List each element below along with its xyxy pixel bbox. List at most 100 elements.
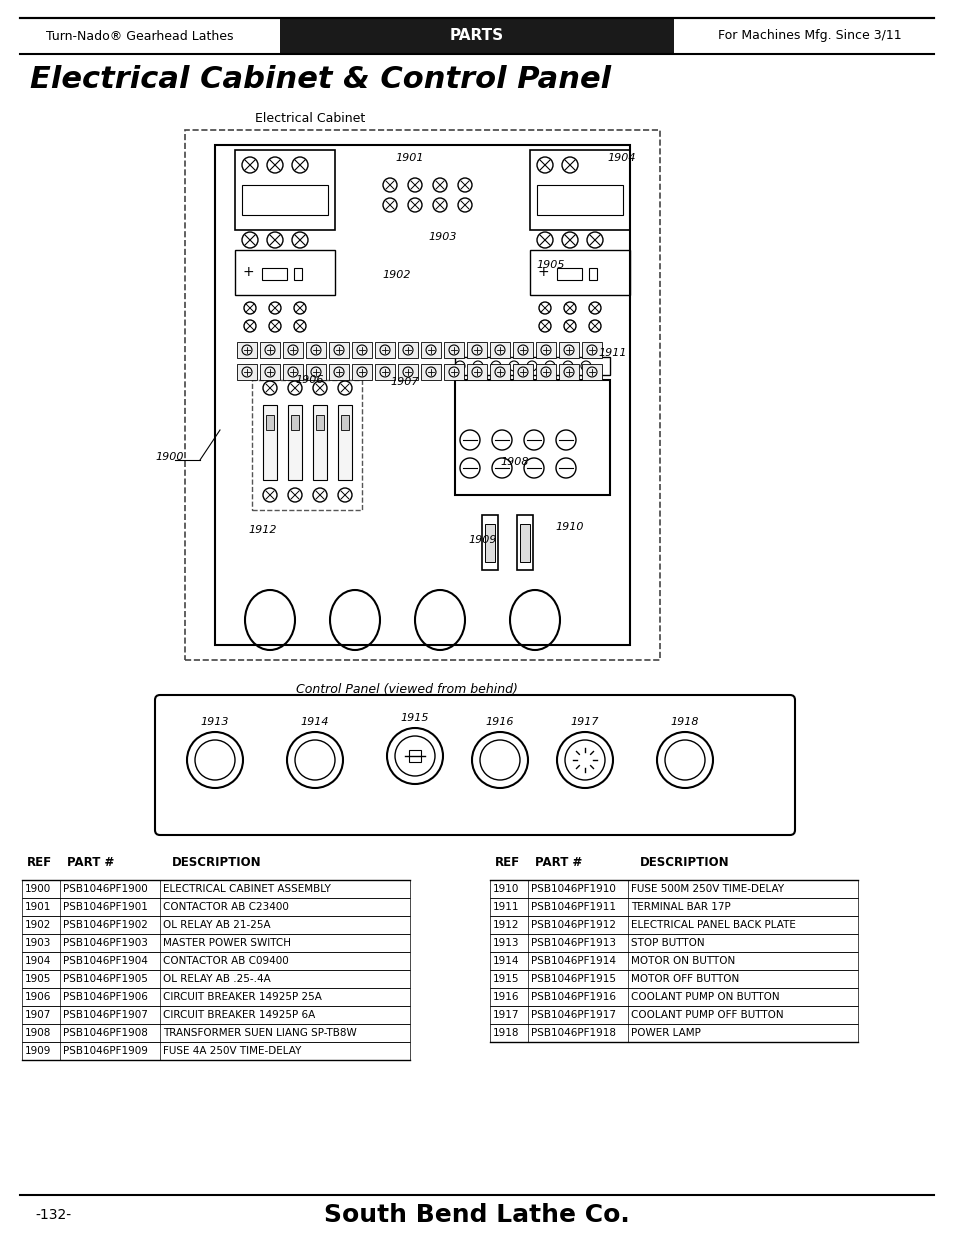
Bar [581,342,601,358]
Text: 1905: 1905 [25,974,51,984]
Bar [558,364,578,380]
Text: DESCRIPTION: DESCRIPTION [172,856,261,869]
Bar [22,1007,410,1024]
Text: CIRCUIT BREAKER 14925P 6A: CIRCUIT BREAKER 14925P 6A [163,1010,314,1020]
Bar [260,364,280,380]
Bar [22,952,410,969]
Text: TRANSFORMER SUEN LIANG SP-TB8W: TRANSFORMER SUEN LIANG SP-TB8W [163,1028,356,1037]
Text: REF: REF [27,856,52,869]
Text: PSB1046PF1902: PSB1046PF1902 [63,920,148,930]
Text: OL RELAY AB .25-.4A: OL RELAY AB .25-.4A [163,974,271,984]
Bar [490,934,857,952]
Bar [513,364,533,380]
Bar [329,342,349,358]
Text: 1916: 1916 [485,718,514,727]
Text: PSB1046PF1904: PSB1046PF1904 [63,956,148,966]
Bar [375,364,395,380]
Bar [266,415,274,430]
Bar [234,149,335,230]
Text: 1912: 1912 [493,920,519,930]
Bar [490,1024,857,1042]
Text: PARTS: PARTS [450,28,503,43]
Text: 1904: 1904 [25,956,51,966]
Text: PSB1046PF1911: PSB1046PF1911 [531,902,616,911]
Text: 1901: 1901 [25,902,51,911]
Text: PSB1046PF1907: PSB1046PF1907 [63,1010,148,1020]
Text: MOTOR ON BUTTON: MOTOR ON BUTTON [630,956,735,966]
Text: 1907: 1907 [25,1010,51,1020]
Bar [262,268,287,280]
Bar [490,916,857,934]
Bar [352,342,372,358]
Bar [409,750,420,762]
Text: PSB1046PF1910: PSB1046PF1910 [531,884,616,894]
Text: PSB1046PF1900: PSB1046PF1900 [63,884,148,894]
Bar [490,364,510,380]
Text: PSB1046PF1915: PSB1046PF1915 [531,974,616,984]
Bar [467,364,486,380]
Bar [519,524,530,562]
Text: 1902: 1902 [381,270,410,280]
Bar [530,249,629,295]
Bar [22,1042,410,1060]
Text: Electrical Cabinet: Electrical Cabinet [254,111,365,125]
Text: PSB1046PF1903: PSB1046PF1903 [63,939,148,948]
Bar [455,357,609,375]
Text: 1914: 1914 [300,718,329,727]
Bar [490,969,857,988]
Text: PART #: PART # [67,856,114,869]
Text: 1904: 1904 [606,153,635,163]
Text: PART #: PART # [535,856,581,869]
Text: 1901: 1901 [395,153,423,163]
Bar [490,898,857,916]
Text: PSB1046PF1901: PSB1046PF1901 [63,902,148,911]
Bar [352,364,372,380]
Text: 1916: 1916 [493,992,519,1002]
Bar [340,415,349,430]
Text: MASTER POWER SWITCH: MASTER POWER SWITCH [163,939,291,948]
Bar [467,342,486,358]
Bar [397,342,417,358]
Text: PSB1046PF1913: PSB1046PF1913 [531,939,616,948]
Bar [306,342,326,358]
Bar [536,342,556,358]
Text: 1914: 1914 [493,956,519,966]
Text: For Machines Mfg. Since 3/11: For Machines Mfg. Since 3/11 [718,30,901,42]
Bar [214,144,629,645]
Text: PSB1046PF1908: PSB1046PF1908 [63,1028,148,1037]
Bar [490,988,857,1007]
Bar [375,342,395,358]
Text: 1913: 1913 [493,939,519,948]
Bar [236,364,256,380]
Bar [283,364,303,380]
Bar [315,415,324,430]
Bar [420,342,440,358]
Bar [306,364,326,380]
Bar [283,342,303,358]
Bar [484,524,495,562]
Text: PSB1046PF1917: PSB1046PF1917 [531,1010,616,1020]
Text: FUSE 4A 250V TIME-DELAY: FUSE 4A 250V TIME-DELAY [163,1046,301,1056]
Bar [291,415,298,430]
Text: REF: REF [495,856,519,869]
Text: 1908: 1908 [25,1028,51,1037]
Text: PSB1046PF1905: PSB1046PF1905 [63,974,148,984]
Text: 1908: 1908 [499,457,528,467]
Bar [558,342,578,358]
Bar [22,969,410,988]
Text: COOLANT PUMP OFF BUTTON: COOLANT PUMP OFF BUTTON [630,1010,782,1020]
Bar [313,405,327,480]
Bar [513,342,533,358]
Text: 1906: 1906 [294,375,323,385]
Text: Electrical Cabinet & Control Panel: Electrical Cabinet & Control Panel [30,65,611,95]
Text: 1909: 1909 [468,535,496,545]
Bar [481,515,497,571]
Text: South Bend Lathe Co.: South Bend Lathe Co. [324,1203,629,1228]
Bar [22,988,410,1007]
Text: PSB1046PF1916: PSB1046PF1916 [531,992,616,1002]
Bar [234,249,335,295]
Text: Turn-Nado® Gearhead Lathes: Turn-Nado® Gearhead Lathes [46,30,233,42]
Text: CIRCUIT BREAKER 14925P 25A: CIRCUIT BREAKER 14925P 25A [163,992,321,1002]
Text: PSB1046PF1912: PSB1046PF1912 [531,920,616,930]
Bar [490,342,510,358]
